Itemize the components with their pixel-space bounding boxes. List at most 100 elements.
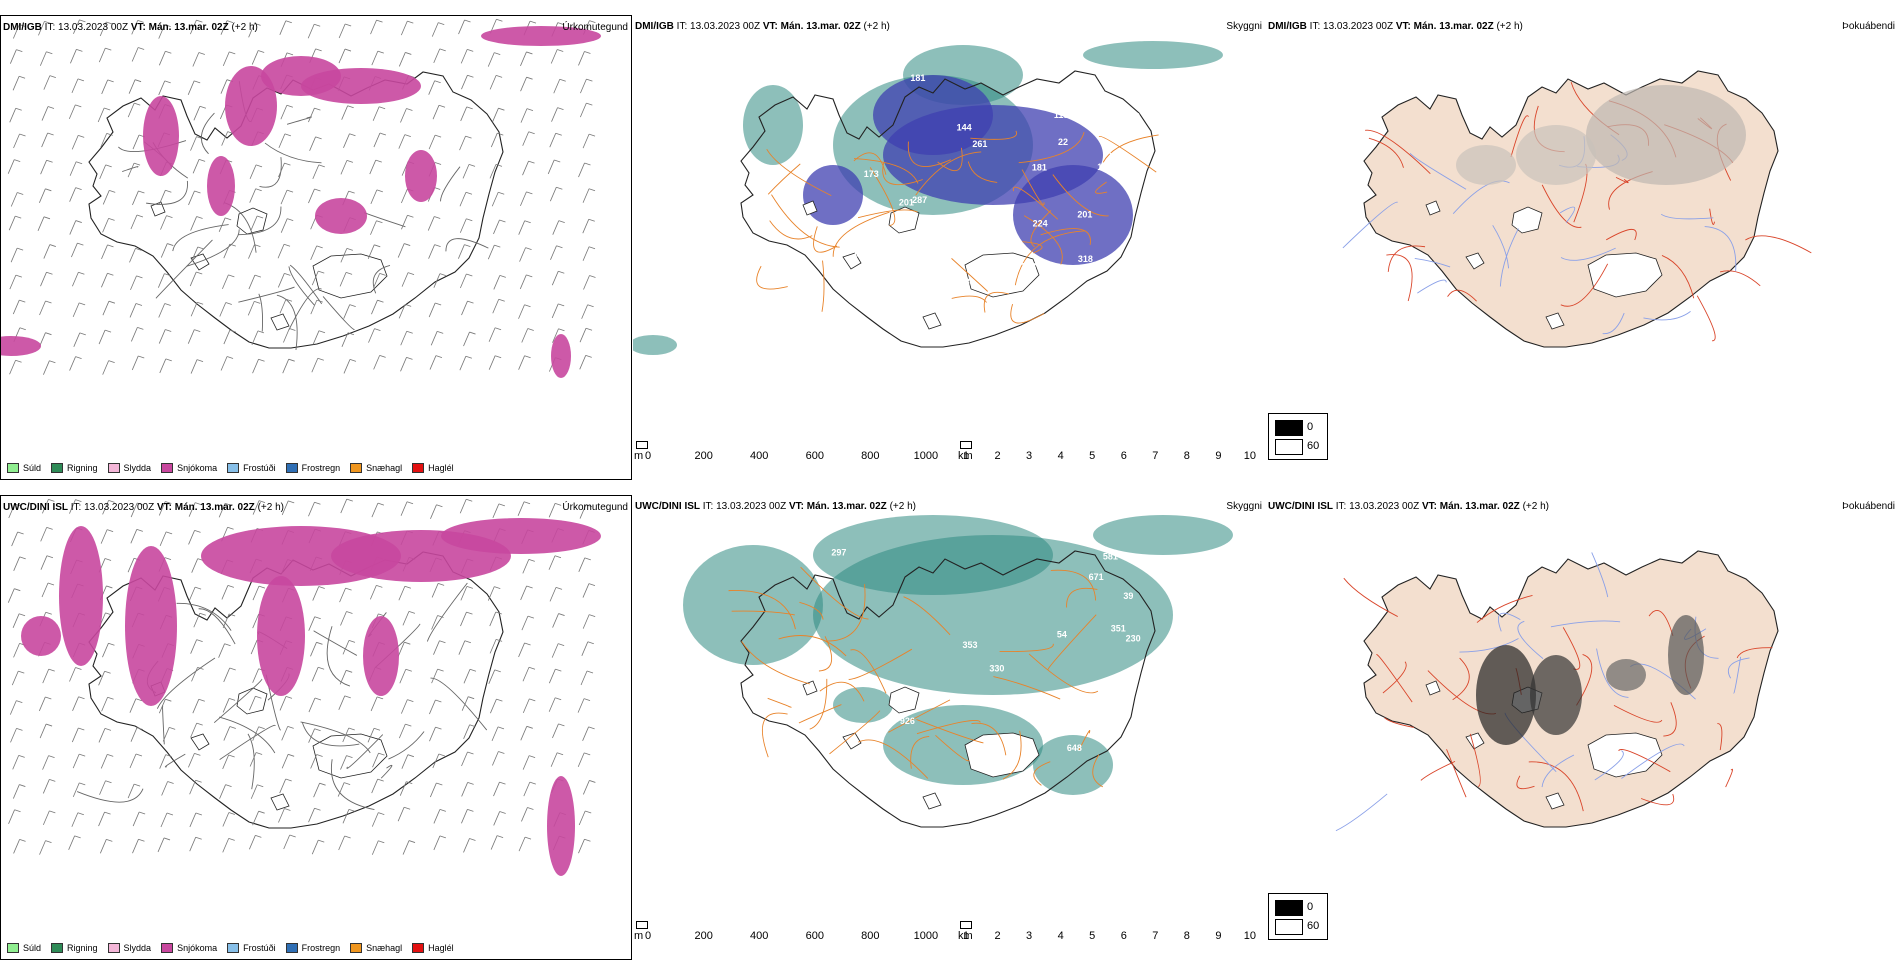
wind-barb: [38, 696, 52, 712]
wind-barb: [433, 640, 446, 655]
road-line: [1469, 733, 1481, 788]
road-line: [1643, 310, 1691, 321]
wind-barb: [367, 244, 381, 259]
wind-barb: [488, 327, 502, 342]
fog-legend-white-label: 60: [1307, 920, 1320, 932]
wind-barb: [99, 21, 113, 37]
wind-barb: [582, 726, 595, 742]
glacier-outline: [842, 732, 862, 750]
road-line: [951, 295, 987, 303]
wind-barb: [69, 356, 82, 371]
wind-barb: [340, 247, 353, 263]
colorbar-swatch: [646, 442, 647, 448]
cloud-base-value-label: 114: [1014, 95, 1029, 105]
road-line: [1528, 761, 1584, 812]
glacier-outline: [1465, 252, 1485, 270]
colorbar-swatch: [637, 442, 638, 448]
legend-item: Haglél: [412, 463, 454, 473]
wind-barb: [130, 275, 143, 291]
wind-barb: [313, 782, 326, 798]
wind-barb: [430, 330, 444, 346]
road-line: [288, 266, 315, 306]
wind-barb: [493, 275, 506, 290]
wind-barb: [308, 501, 321, 517]
wind-barb: [129, 698, 143, 713]
wind-barb: [487, 244, 501, 260]
wind-barb: [338, 835, 351, 851]
wind-barb: [461, 782, 474, 797]
road-line: [907, 141, 951, 167]
glacier-outline: [888, 206, 920, 234]
lead-offset: (+2 h): [257, 502, 284, 513]
colorbar-ticks: 0 200 400 600 800 1000: [636, 930, 938, 944]
legend-item: Snæhagl: [350, 943, 402, 953]
glacier-outline: [236, 207, 268, 235]
wind-barb: [369, 159, 382, 175]
wind-barb: [548, 502, 562, 518]
wind-barb: [249, 188, 262, 203]
colorbar-swatch: [969, 442, 970, 448]
road-line: [1022, 241, 1043, 254]
wind-barb: [401, 754, 414, 769]
road-line: [1414, 257, 1451, 268]
wind-barb: [220, 356, 234, 371]
wind-barb: [367, 727, 381, 743]
wind-barb: [222, 837, 235, 853]
wind-barb: [373, 132, 387, 148]
wind-barb: [73, 332, 86, 347]
colorbar-swatch: [643, 922, 644, 928]
wind-barb: [158, 501, 172, 516]
road-line: [1704, 226, 1737, 272]
wind-barb: [159, 358, 172, 374]
road-line: [313, 630, 358, 656]
colorbar-ticks: 0 200 400 600 800 1000: [636, 450, 938, 464]
wind-barb: [281, 500, 295, 516]
wind-barb: [522, 698, 536, 714]
panel-header: UWC/DINI ISL IT: 13.03.2023 00Z VT: Mán.…: [1268, 501, 1549, 512]
road-line: [1030, 210, 1052, 248]
wind-barb: [487, 52, 501, 67]
wind-barb: [311, 839, 325, 855]
wind-barb: [547, 159, 561, 175]
wind-barb: [309, 136, 322, 151]
wind-barb: [101, 244, 114, 260]
wind-barb: [279, 778, 292, 794]
road-line: [1725, 768, 1733, 788]
wind-barb: [222, 754, 235, 770]
wind-barb: [308, 728, 321, 743]
wind-barb: [160, 215, 173, 230]
wind-barb: [40, 271, 53, 287]
colorbar-swatch: [966, 442, 967, 448]
colorbar-tick-label: 6: [1120, 930, 1127, 942]
wind-barb: [372, 106, 386, 121]
wind-barb: [400, 108, 413, 123]
visibility-value-label: 336: [1125, 111, 1140, 121]
glacier-outline: [236, 687, 268, 715]
colorbar-tick-label: 0: [645, 930, 652, 942]
panel-header: UWC/DINI ISL IT: 13.03.2023 00Z VT: Mán.…: [3, 502, 284, 513]
init-time: IT: 13.03.2023 00Z: [702, 501, 787, 512]
wind-barb: [252, 810, 265, 826]
colorbar-unit: km: [958, 450, 973, 462]
road-line: [1375, 654, 1413, 703]
wind-barb: [398, 52, 412, 67]
wind-barb: [127, 783, 141, 799]
wind-barb: [308, 697, 322, 713]
colorbar-tick-label: 1000: [913, 930, 939, 942]
colorbar-ticks: 1 2 3 4 5 6 7 8 9 10: [960, 930, 1262, 944]
wind-barb: [521, 615, 535, 631]
wind-barb: [248, 22, 261, 38]
wind-barb: [39, 51, 53, 66]
wind-barb: [187, 329, 201, 344]
legend-item: Súld: [7, 463, 41, 473]
wind-barb: [68, 104, 82, 120]
colorbar-swatch: [963, 922, 964, 928]
fog-map: [1335, 550, 1779, 832]
glacier-outline: [842, 252, 862, 270]
panel-title: Skyggni: [1226, 501, 1262, 512]
road-line: [915, 151, 982, 196]
wind-barb: [222, 51, 236, 67]
snow-area: [225, 66, 277, 146]
wind-barb: [41, 106, 55, 121]
wind-barb: [312, 586, 325, 601]
